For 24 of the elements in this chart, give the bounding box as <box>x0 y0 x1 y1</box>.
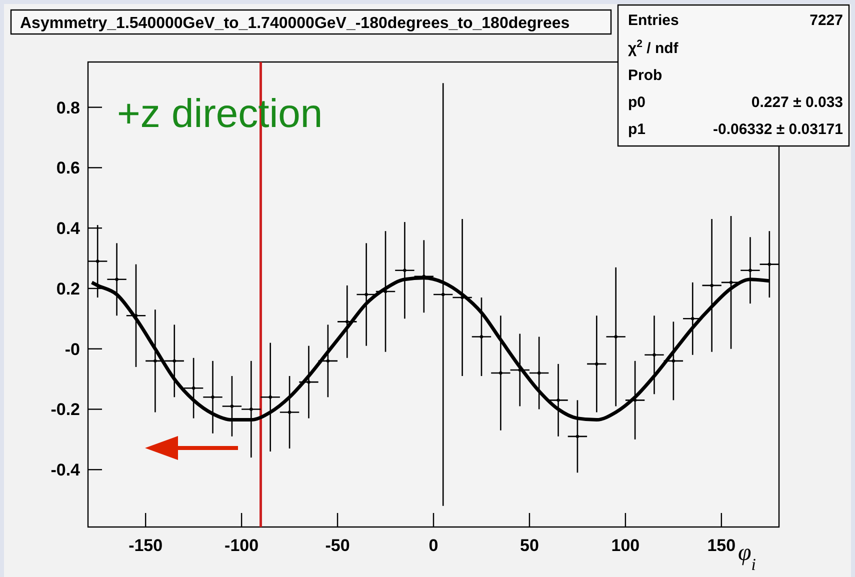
annotation: Prob <box>628 67 662 84</box>
y-tick-label: 0.6 <box>56 158 80 178</box>
y-tick-label: -0.2 <box>50 400 80 420</box>
y-tick-label: 0.2 <box>56 279 80 298</box>
x-tick-label: 150 <box>707 536 736 555</box>
x-tick-label: -50 <box>325 536 350 555</box>
annotation: p1 <box>628 121 646 138</box>
x-tick-label: -100 <box>224 536 259 555</box>
annotation: 0.227 ± 0.033 <box>751 94 843 111</box>
x-tick-label: -150 <box>128 536 163 555</box>
x-tick-label: 50 <box>520 536 539 555</box>
x-axis-title: φ$_{i}$ <box>738 540 756 574</box>
y-tick-label: -0 <box>64 340 80 359</box>
x-tick-label: 0 <box>428 536 438 555</box>
y-tick-label: 0.4 <box>56 219 81 238</box>
text: 7227 <box>810 12 843 29</box>
y-tick-label: -0.4 <box>50 460 81 480</box>
chart-title: Asymmetry_1.540000GeV_to_1.740000GeV_-180degrees_to_180degrees <box>20 15 570 32</box>
annotation: -0.06332 ± 0.03171 <box>712 121 843 138</box>
y-tick-label: 0.8 <box>56 98 80 118</box>
text: χ$^{2}$ / ndf <box>628 38 680 57</box>
annotation: p0 <box>628 94 646 111</box>
x-tick-label: 100 <box>611 536 640 555</box>
text: Entries <box>628 12 679 29</box>
